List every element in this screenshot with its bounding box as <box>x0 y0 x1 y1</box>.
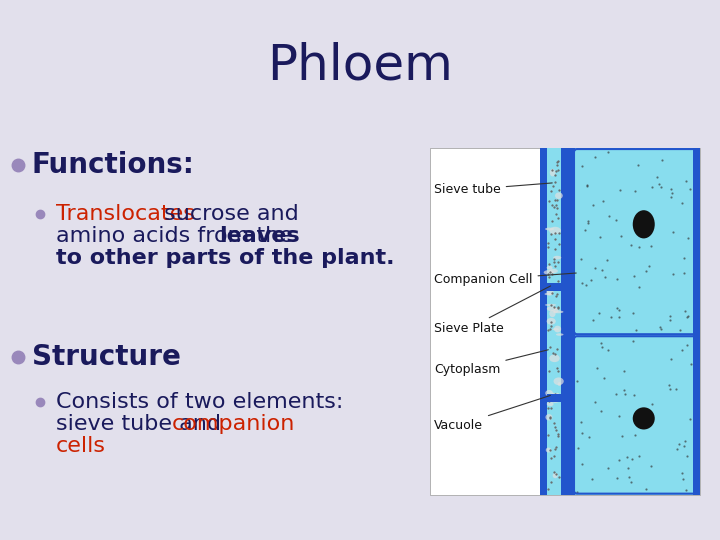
Ellipse shape <box>549 354 559 362</box>
Text: to other parts of the plant.: to other parts of the plant. <box>56 248 395 268</box>
Ellipse shape <box>544 270 554 275</box>
Ellipse shape <box>549 227 561 234</box>
Text: Phloem: Phloem <box>267 42 453 90</box>
Ellipse shape <box>556 333 564 336</box>
Ellipse shape <box>545 390 553 396</box>
Ellipse shape <box>552 328 559 330</box>
Bar <box>540 148 547 495</box>
Ellipse shape <box>554 377 564 385</box>
Text: Companion Cell: Companion Cell <box>434 273 576 286</box>
Ellipse shape <box>553 310 564 313</box>
Bar <box>552 394 557 402</box>
Ellipse shape <box>546 414 552 421</box>
Text: sucrose and: sucrose and <box>157 204 299 224</box>
Bar <box>552 282 557 291</box>
Ellipse shape <box>546 266 553 269</box>
Bar <box>547 148 561 495</box>
Text: Functions:: Functions: <box>32 151 195 179</box>
Bar <box>568 148 693 495</box>
Text: leaves: leaves <box>219 226 300 246</box>
Text: sieve tube and: sieve tube and <box>56 414 228 434</box>
Ellipse shape <box>633 407 654 429</box>
Ellipse shape <box>545 227 554 231</box>
Ellipse shape <box>554 326 561 333</box>
Bar <box>561 148 568 495</box>
Ellipse shape <box>550 396 560 403</box>
Ellipse shape <box>549 310 556 317</box>
Ellipse shape <box>554 308 559 313</box>
Ellipse shape <box>545 304 557 306</box>
Ellipse shape <box>553 473 558 478</box>
Text: Cytoplasm: Cytoplasm <box>434 350 549 376</box>
Ellipse shape <box>546 448 552 453</box>
Ellipse shape <box>555 393 559 399</box>
Ellipse shape <box>633 210 654 239</box>
Text: Sieve tube: Sieve tube <box>434 183 552 196</box>
Ellipse shape <box>547 306 557 311</box>
Ellipse shape <box>555 192 563 199</box>
Ellipse shape <box>546 402 554 406</box>
Ellipse shape <box>544 293 552 295</box>
Ellipse shape <box>550 393 557 400</box>
Bar <box>547 282 552 291</box>
Text: Sieve Plate: Sieve Plate <box>434 286 551 335</box>
Bar <box>557 282 562 291</box>
Text: amino acids from the: amino acids from the <box>56 226 300 246</box>
Text: Structure: Structure <box>32 342 181 370</box>
Ellipse shape <box>553 256 562 260</box>
Bar <box>554 394 559 402</box>
Ellipse shape <box>550 169 555 177</box>
Bar <box>547 394 552 402</box>
Text: companion: companion <box>172 414 295 434</box>
Bar <box>693 148 700 495</box>
Bar <box>557 394 562 402</box>
Ellipse shape <box>549 269 558 273</box>
Bar <box>568 148 575 495</box>
Text: Vacuole: Vacuole <box>434 395 550 432</box>
Text: Translocates: Translocates <box>56 204 195 224</box>
Bar <box>549 282 554 291</box>
Ellipse shape <box>558 382 561 386</box>
Ellipse shape <box>546 289 554 295</box>
Ellipse shape <box>546 318 556 325</box>
Text: Consists of two elements:: Consists of two elements: <box>56 392 343 412</box>
Bar <box>549 394 554 402</box>
Bar <box>554 282 559 291</box>
Text: cells: cells <box>56 436 106 456</box>
Bar <box>430 148 700 495</box>
